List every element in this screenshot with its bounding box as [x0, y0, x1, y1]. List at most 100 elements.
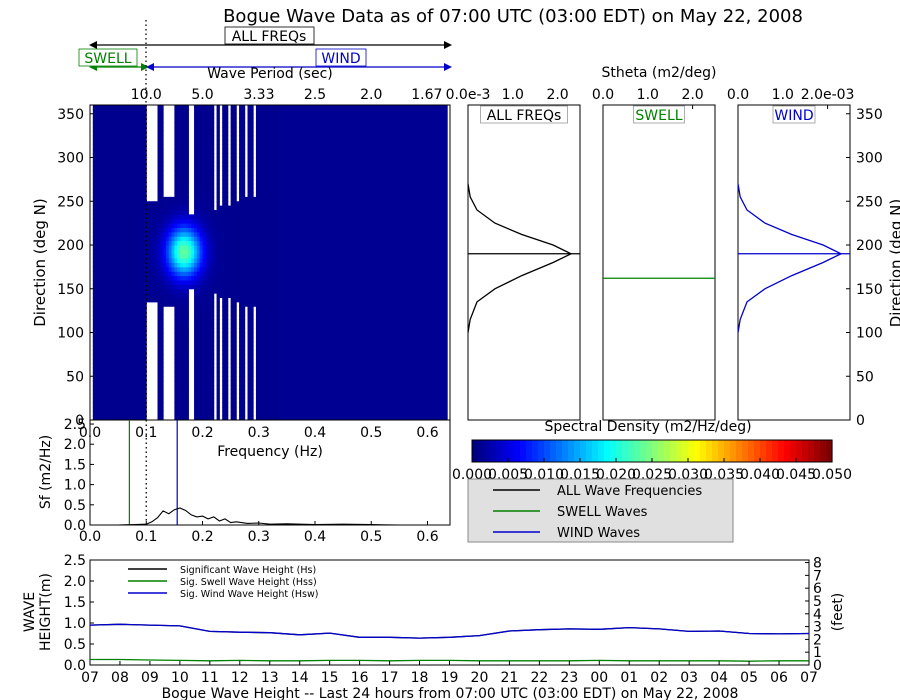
heatmap-cell — [101, 323, 105, 329]
heatmap-cell — [157, 170, 161, 176]
period-tick-label: 3.33 — [243, 87, 274, 103]
heatmap-cell — [92, 358, 97, 364]
heatmap-cell — [222, 205, 226, 211]
heatmap-cell — [202, 113, 206, 119]
heatmap-cell — [185, 105, 189, 110]
heatmap-cell — [101, 201, 105, 207]
heatmap-cell — [101, 358, 105, 364]
heatmap-cell — [146, 258, 150, 263]
heatmap-cell — [118, 223, 122, 228]
heatmap-cell — [202, 205, 206, 211]
heatmap-cell — [275, 223, 279, 228]
colorbar-segment — [592, 440, 599, 462]
heatmap-cell — [180, 336, 184, 342]
heatmap-cell — [205, 406, 209, 412]
heatmap-cell — [275, 323, 279, 329]
heatmap-cell — [135, 280, 139, 285]
heatmap-cell — [174, 398, 178, 403]
heatmap-cell — [109, 201, 113, 207]
heatmap-cell — [247, 262, 251, 268]
heatmap-cell — [115, 376, 119, 382]
heatmap-cell — [264, 393, 268, 399]
heatmap-cell — [275, 157, 279, 163]
heatmap-cell — [118, 354, 122, 360]
heatmap-cell — [109, 358, 113, 364]
heatmap-cell — [239, 319, 243, 325]
heatmap-cell — [92, 135, 97, 141]
heatmap-cell — [241, 367, 246, 373]
heatmap-cell — [95, 153, 99, 158]
heatmap-cell — [261, 157, 265, 163]
heatmap-cell — [120, 205, 125, 211]
heatmap-cell — [95, 201, 99, 207]
heatmap-cell — [109, 345, 113, 351]
heatmap-cell — [236, 297, 240, 303]
heatmap-cell — [205, 223, 209, 228]
heatmap-cell — [247, 411, 251, 417]
heatmap-cell — [382, 105, 386, 420]
heatmap-cell — [233, 218, 237, 224]
heatmap-cell — [191, 227, 195, 233]
spectrum-xtick-label: 0.2 — [191, 529, 213, 545]
heatmap-cell — [270, 341, 274, 347]
heatmap-cell — [157, 332, 161, 338]
heatmap-cell — [255, 393, 260, 399]
heatmap-cell — [208, 358, 212, 364]
heatmap-cell — [390, 105, 395, 420]
heatmap-cell — [118, 236, 122, 242]
heatmap-cell — [244, 293, 248, 298]
heatmap-cell — [120, 175, 125, 180]
heatmap-cell — [272, 258, 277, 263]
heatmap-cell — [112, 398, 116, 403]
heatmap-cell — [180, 192, 184, 198]
heatmap-cell — [258, 140, 263, 145]
heatmap-cell — [126, 306, 130, 312]
heatmap-cell — [227, 293, 232, 298]
heatmap-cell — [112, 258, 116, 263]
heatmap-cell — [135, 341, 139, 347]
heatmap-cell — [205, 323, 209, 329]
heatmap-cell — [98, 389, 102, 395]
heatmap-cell — [199, 380, 203, 386]
heatmap-cell — [140, 367, 144, 373]
heatmap-cell — [247, 223, 251, 228]
heatmap-cell — [264, 376, 268, 382]
heatmap-cell — [163, 288, 167, 294]
heatmap-cell — [92, 166, 97, 172]
heatmap-cell — [258, 293, 263, 298]
heatmap-cell — [143, 245, 147, 250]
heatmap-cell — [194, 214, 198, 220]
heatmap-cell — [205, 161, 209, 167]
heatmap-cell — [115, 179, 119, 185]
heatmap-cell — [182, 196, 187, 202]
heatmap-cell — [205, 328, 209, 333]
heatmap-cell — [233, 301, 237, 307]
heatmap-cell — [202, 249, 206, 255]
heatmap-cell — [101, 227, 105, 233]
heatmap-cell — [194, 148, 198, 154]
heatmap-cell — [115, 350, 119, 355]
heatmap-cell — [194, 122, 198, 128]
heatmap-cell — [120, 135, 125, 141]
heatmap-cell — [258, 284, 263, 290]
heatmap-cell — [171, 227, 175, 233]
heatmap-cell — [250, 284, 254, 290]
heatmap-cell — [112, 153, 116, 158]
heatmap-cell — [225, 170, 229, 176]
heatmap-cell — [129, 131, 133, 137]
heatmap-cell — [227, 288, 232, 294]
heatmap-cell — [132, 135, 136, 141]
heatmap-cell — [143, 210, 147, 215]
heatmap-cell — [233, 306, 237, 312]
heatmap-cell — [146, 271, 150, 277]
timeseries-right-tick-label: 4 — [813, 607, 822, 623]
heatmap-cell — [101, 284, 105, 290]
heatmap-cell — [258, 109, 263, 115]
heatmap-cell — [222, 192, 226, 198]
heatmap-cell — [233, 341, 237, 347]
heatmap-cell — [112, 354, 116, 360]
heatmap-cell — [239, 179, 243, 185]
heatmap-cell — [106, 188, 111, 193]
heatmap-cell — [202, 310, 206, 316]
heatmap-cell — [109, 157, 113, 163]
